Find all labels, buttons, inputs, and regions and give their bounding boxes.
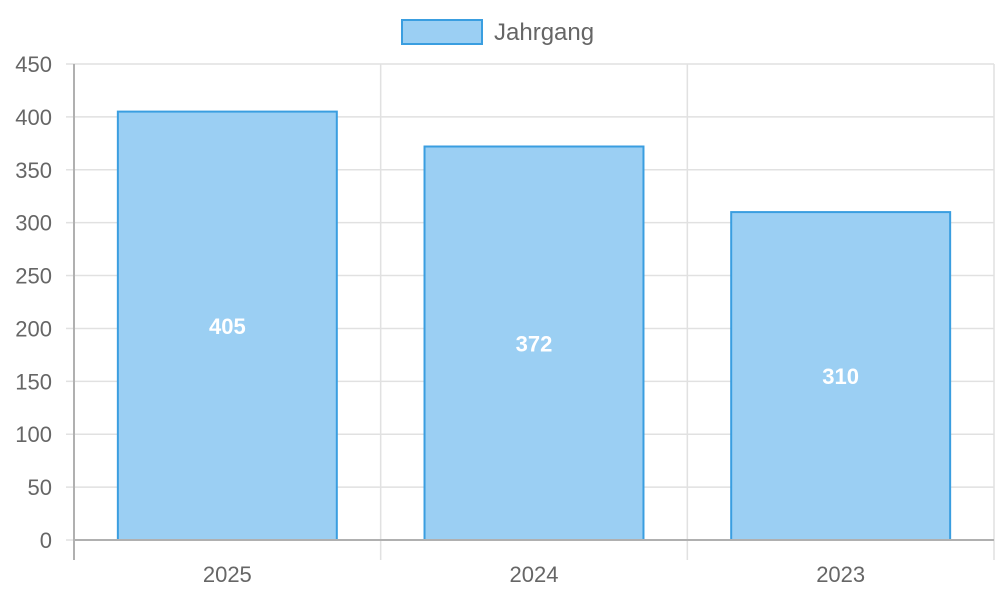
data-label-2025: 405 bbox=[209, 314, 246, 339]
y-tick-label: 200 bbox=[15, 316, 52, 341]
x-tick-label: 2024 bbox=[510, 562, 559, 587]
y-tick-label: 250 bbox=[15, 264, 52, 289]
bars bbox=[116, 110, 952, 542]
y-tick-label: 450 bbox=[15, 52, 52, 77]
bar-2023 bbox=[730, 211, 952, 541]
x-tick-label: 2025 bbox=[203, 562, 252, 587]
data-label-2024: 372 bbox=[516, 331, 553, 356]
bar-2025 bbox=[116, 110, 338, 541]
y-tick-label: 100 bbox=[15, 422, 52, 447]
bar-2024 bbox=[423, 145, 645, 542]
x-tick-label: 2023 bbox=[816, 562, 865, 587]
legend-swatch bbox=[401, 19, 483, 45]
y-tick-label: 150 bbox=[15, 369, 52, 394]
legend-label: Jahrgang bbox=[494, 19, 594, 46]
y-tick-label: 0 bbox=[40, 528, 52, 553]
labels: 0 50 100 150 200 250 300 350 400 450 405 2025 372 202… bbox=[15, 52, 865, 587]
y-tick-label: 300 bbox=[15, 211, 52, 236]
y-tick-label: 400 bbox=[15, 105, 52, 130]
y-tick-label: 350 bbox=[15, 158, 52, 183]
data-label-2023: 310 bbox=[822, 364, 859, 389]
legend: Jahrgang bbox=[401, 19, 594, 46]
axes bbox=[66, 63, 994, 560]
y-tick-label: 50 bbox=[28, 475, 52, 500]
